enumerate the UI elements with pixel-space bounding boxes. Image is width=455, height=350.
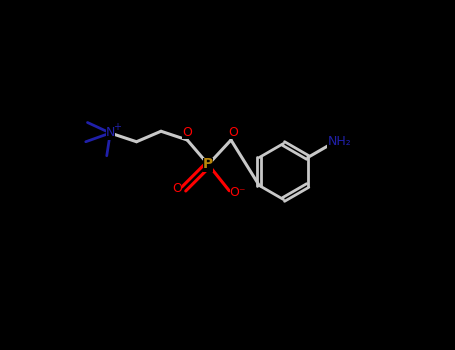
Text: NH₂: NH₂ xyxy=(327,135,351,148)
Text: O: O xyxy=(228,126,238,139)
Text: O⁻: O⁻ xyxy=(230,186,246,199)
Text: N: N xyxy=(106,126,115,140)
Text: O: O xyxy=(172,182,182,196)
Text: +: + xyxy=(112,122,121,132)
Text: O: O xyxy=(182,126,192,139)
Text: P: P xyxy=(203,158,213,172)
